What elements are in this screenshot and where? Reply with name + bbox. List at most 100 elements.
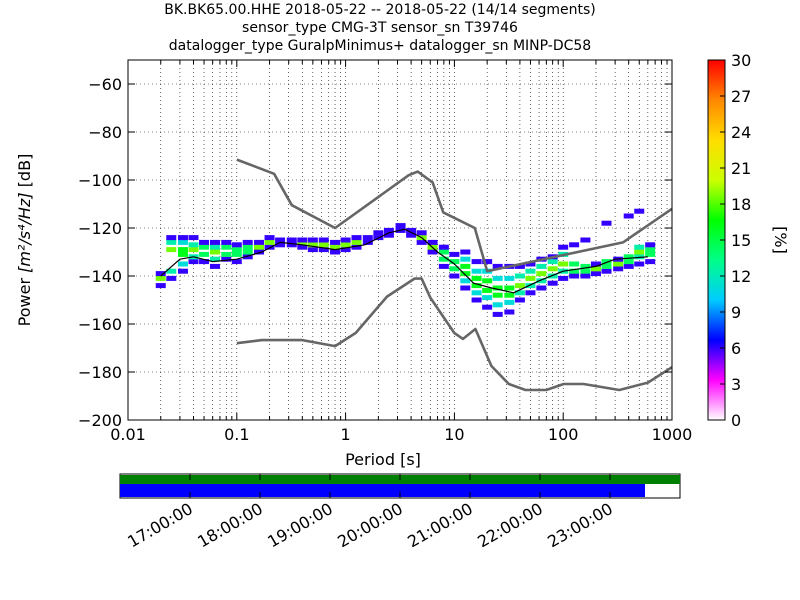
y-axis-label: Power [m²/s⁴/Hz] [dB]	[15, 154, 34, 327]
heat-cell	[275, 242, 286, 248]
heat-cell	[318, 242, 329, 248]
heat-cell	[155, 283, 166, 289]
heat-cell	[362, 239, 373, 245]
heat-cell	[460, 285, 471, 291]
timeline-tick-label: 18:00:00	[194, 499, 266, 551]
heat-cell	[623, 254, 634, 260]
y-tick-label: −200	[78, 411, 122, 430]
heat-cell	[231, 251, 242, 257]
heat-cell	[558, 244, 569, 250]
heat-cell	[427, 249, 438, 255]
heat-cell	[525, 283, 536, 289]
heat-cell	[514, 273, 525, 279]
chart-title-line-1: BK.BK65.00.HHE 2018-05-22 -- 2018-05-22 …	[164, 2, 596, 18]
heat-cell	[601, 259, 612, 265]
colorbar-tick-label: 18	[731, 195, 751, 214]
heat-cell	[504, 299, 515, 305]
y-axis-label-prefix: Power	[15, 273, 34, 326]
heat-cell	[177, 261, 188, 267]
heat-cell	[449, 251, 460, 257]
heat-cell	[460, 256, 471, 262]
x-tick-label: 0.01	[110, 425, 146, 444]
heat-cell	[340, 247, 351, 253]
heat-cell	[547, 259, 558, 265]
heat-cell	[275, 237, 286, 243]
heat-cell	[177, 251, 188, 257]
heat-cell	[373, 230, 384, 236]
heat-cell	[504, 309, 515, 315]
heat-cell	[177, 247, 188, 253]
heat-cell	[155, 275, 166, 281]
x-tick-label: 0.1	[224, 425, 249, 444]
heat-cell	[416, 239, 427, 245]
heat-cell	[199, 239, 210, 245]
heat-cell	[613, 266, 624, 272]
heat-cell	[471, 275, 482, 281]
y-tick-label: −140	[78, 267, 122, 286]
heat-cell	[601, 220, 612, 226]
colorbar-tick-label: 0	[731, 411, 741, 430]
y-tick-label: −60	[88, 75, 122, 94]
heat-cell	[254, 244, 265, 250]
heat-cell	[482, 287, 493, 293]
colorbar-tick-label: 6	[731, 339, 741, 358]
heat-cell	[492, 275, 503, 281]
heat-cell	[209, 239, 220, 245]
heat-cell	[525, 261, 536, 267]
heat-cell	[383, 227, 394, 233]
heat-cell	[362, 235, 373, 241]
heat-cell	[177, 235, 188, 241]
heat-cell	[623, 263, 634, 269]
heat-cell	[330, 244, 341, 250]
heat-cell	[569, 268, 580, 274]
x-tick-label: 100	[548, 425, 579, 444]
heat-cell	[221, 256, 232, 262]
heat-cell	[482, 259, 493, 265]
colorbar-tick-label: 21	[731, 159, 751, 178]
y-tick-label: −80	[88, 123, 122, 142]
y-tick-label: −160	[78, 315, 122, 334]
heat-cell	[438, 263, 449, 269]
heat-cell	[264, 235, 275, 241]
heat-cell	[209, 244, 220, 250]
heat-cell	[330, 249, 341, 255]
heat-cell	[188, 235, 199, 241]
chart-title-line-2: sensor_type CMG-3T sensor_sn T39746	[242, 20, 518, 36]
heat-cell	[558, 275, 569, 281]
curve-layer	[160, 158, 673, 392]
heatmap-layer	[155, 208, 656, 317]
chart-title-line-3: datalogger_type GuralpMinimus+ datalogge…	[168, 38, 592, 54]
heat-cell	[514, 297, 525, 303]
heat-cell	[264, 239, 275, 245]
heat-cell	[449, 273, 460, 279]
heat-cell	[221, 251, 232, 257]
heat-cell	[514, 263, 525, 269]
heat-cell	[416, 230, 427, 236]
plot-frame	[127, 59, 673, 421]
heat-cell	[286, 242, 297, 248]
colorbar-tick-label: 24	[731, 123, 751, 142]
heat-cell	[580, 273, 591, 279]
heat-cell	[177, 239, 188, 245]
heat-cell	[569, 242, 580, 248]
heat-cell	[286, 237, 297, 243]
heat-cell	[634, 208, 645, 214]
heat-cell	[155, 271, 166, 277]
heat-cell	[580, 263, 591, 269]
colorbar-tick-label: 12	[731, 267, 751, 286]
heat-cell	[634, 261, 645, 267]
y-axis-label-units: [m²/s⁴/Hz]	[15, 192, 34, 272]
heat-cell	[318, 237, 329, 243]
heat-cell	[438, 256, 449, 262]
heat-cell	[242, 239, 253, 245]
heat-cell	[514, 290, 525, 296]
colorbar-tick-label: 15	[731, 231, 751, 250]
nlnm-curve	[236, 277, 673, 392]
heat-cell	[330, 239, 341, 245]
heat-cell	[580, 237, 591, 243]
heat-cell	[634, 244, 645, 250]
heat-cell	[634, 249, 645, 255]
heat-cell	[536, 271, 547, 277]
timeline-tick-label: 19:00:00	[264, 499, 336, 551]
colorbar-tick-label: 3	[731, 375, 741, 394]
